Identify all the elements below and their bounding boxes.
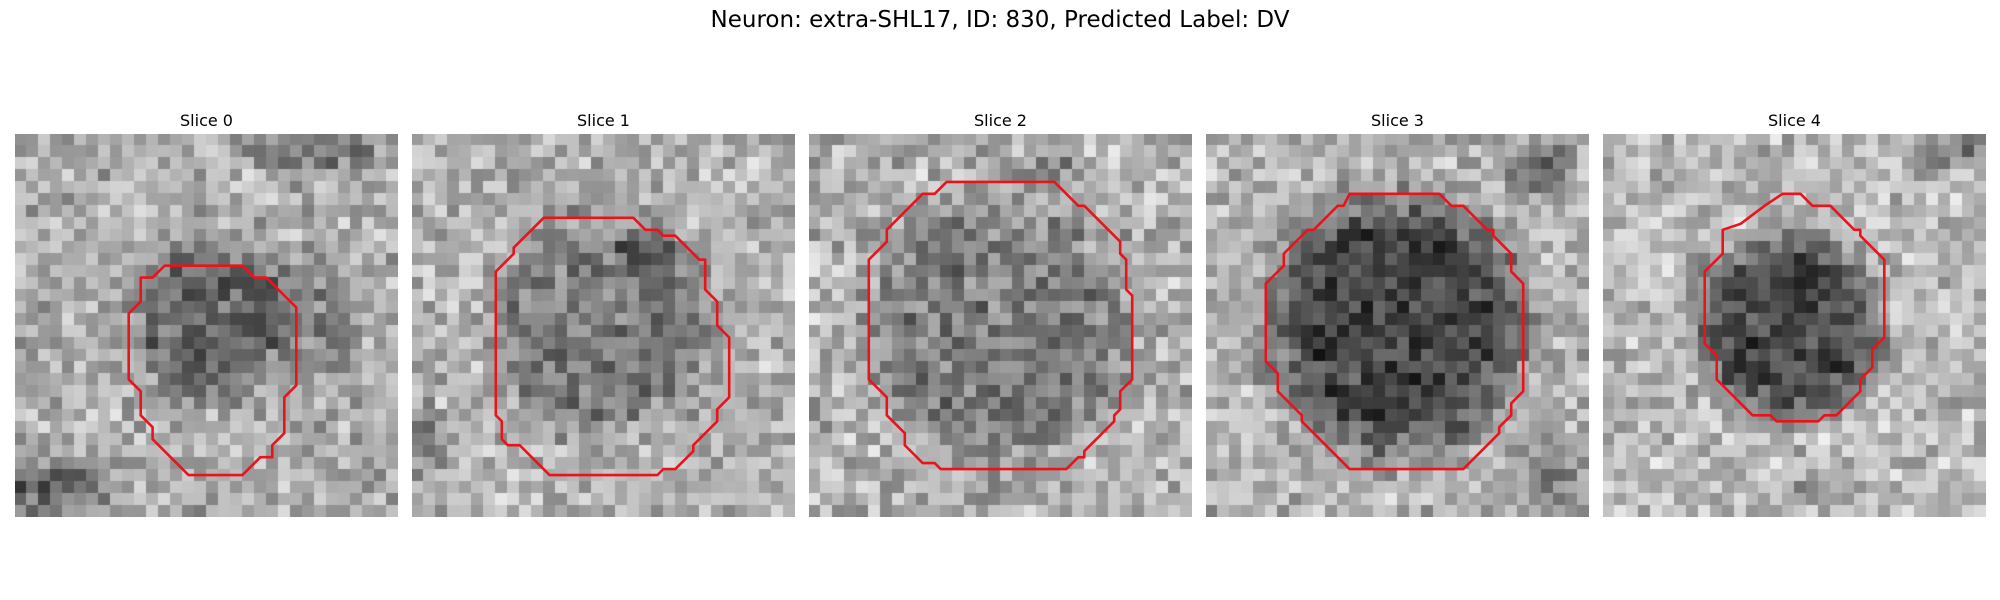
slice-title: Slice 0 (180, 111, 233, 130)
cell-contour (127, 264, 298, 477)
cell-contour (1703, 192, 1886, 423)
cell-contour (494, 216, 731, 477)
slice-title: Slice 4 (1768, 111, 1821, 130)
slice-image (412, 134, 795, 517)
cell-contour (867, 180, 1134, 471)
slice-panel-0: Slice 0 (15, 108, 398, 517)
slice-image (1603, 134, 1986, 517)
slice-image (15, 134, 398, 517)
slice-title: Slice 2 (974, 111, 1027, 130)
contour-line (127, 264, 298, 477)
contour-line (1264, 192, 1525, 471)
figure-title: Neuron: extra-SHL17, ID: 830, Predicted … (710, 7, 1290, 33)
slice-image (809, 134, 1192, 517)
slice-panel-3: Slice 3 (1206, 108, 1589, 517)
slice-panel-2: Slice 2 (809, 108, 1192, 517)
slice-image (1206, 134, 1589, 517)
cell-contour (1264, 192, 1525, 471)
slice-title: Slice 3 (1371, 111, 1424, 130)
slice-panel-1: Slice 1 (412, 108, 795, 517)
contour-line (867, 180, 1134, 471)
contour-line (1703, 192, 1886, 423)
contour-line (494, 216, 731, 477)
slice-title: Slice 1 (577, 111, 630, 130)
slice-panel-4: Slice 4 (1603, 108, 1986, 517)
